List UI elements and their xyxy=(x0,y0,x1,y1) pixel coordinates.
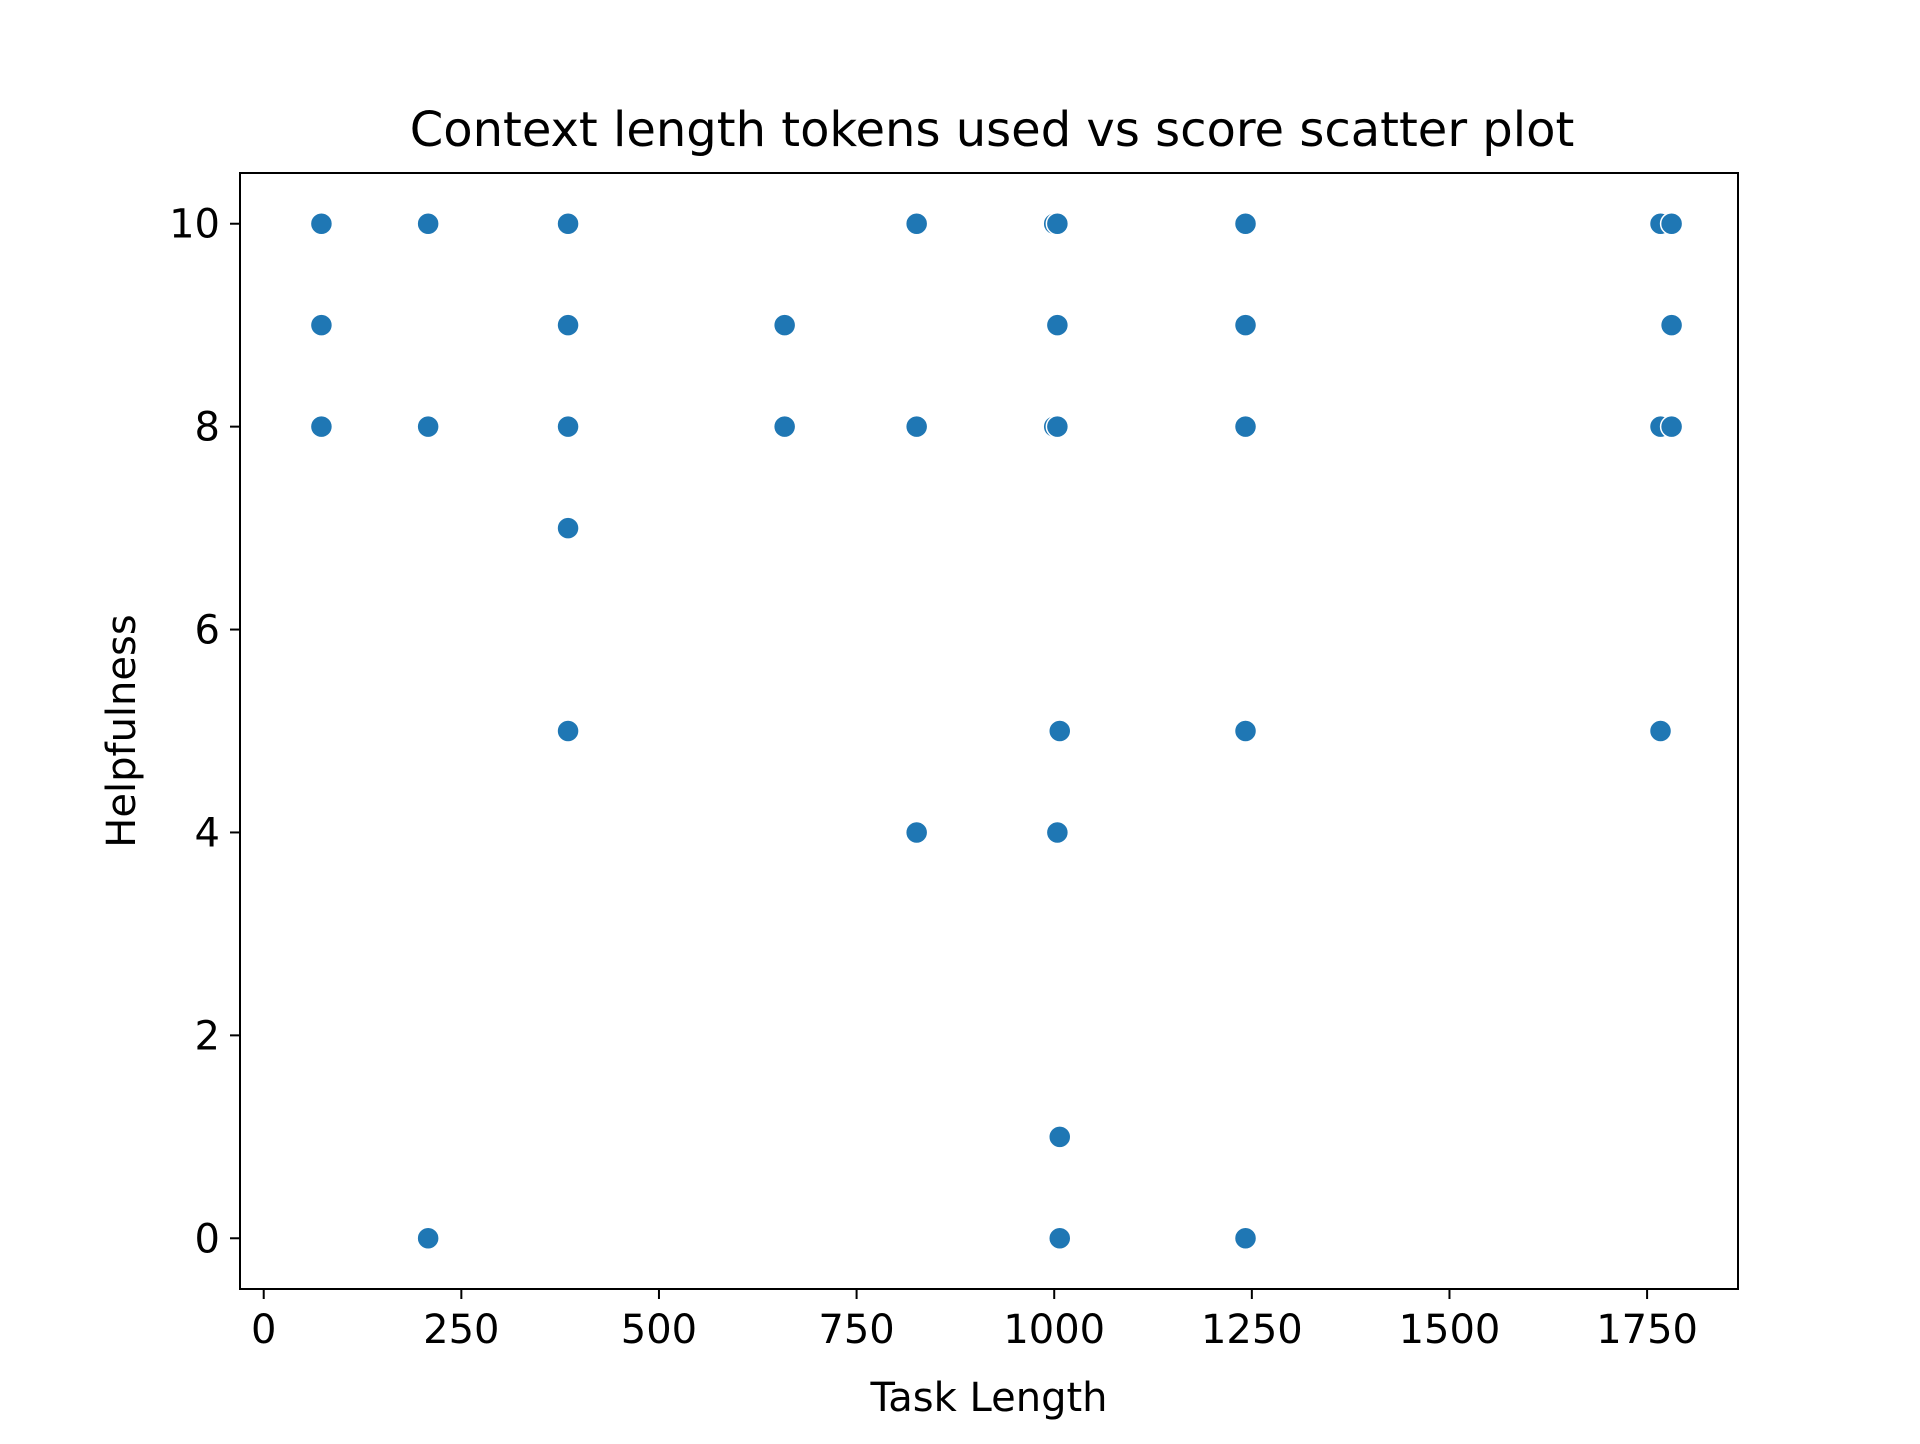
y-tick-label: 10 xyxy=(169,202,220,248)
x-tick-label: 1500 xyxy=(1399,1307,1501,1353)
data-point xyxy=(1047,1226,1072,1251)
x-tick-label: 1000 xyxy=(1003,1307,1105,1353)
data-point xyxy=(1233,313,1258,337)
x-axis-label: Task Length xyxy=(869,1375,1107,1421)
data-point xyxy=(1233,211,1258,236)
data-point xyxy=(772,313,797,337)
data-point xyxy=(309,414,334,439)
data-point xyxy=(904,211,929,236)
x-tick-label: 750 xyxy=(818,1307,894,1353)
data-point xyxy=(416,1226,440,1251)
data-point xyxy=(1648,719,1673,743)
data-point xyxy=(1659,313,1684,337)
data-point xyxy=(1045,414,1070,439)
points-layer xyxy=(309,211,1684,1251)
data-point xyxy=(416,211,440,236)
y-tick-label: 2 xyxy=(195,1013,220,1059)
data-point xyxy=(556,313,580,337)
data-point xyxy=(1045,820,1070,845)
data-point xyxy=(1045,313,1070,337)
data-point xyxy=(416,414,440,439)
data-point xyxy=(556,719,580,743)
data-point xyxy=(556,516,580,540)
y-tick-label: 8 xyxy=(195,405,220,451)
x-tick-label: 250 xyxy=(423,1307,499,1353)
data-point xyxy=(309,313,334,337)
data-point xyxy=(1045,211,1070,236)
data-point xyxy=(309,211,334,236)
x-tick-label: 0 xyxy=(251,1307,276,1353)
x-tick-label: 500 xyxy=(621,1307,697,1353)
data-point xyxy=(904,820,929,845)
data-point xyxy=(1233,719,1258,743)
y-axis: 0 2 4 6 8 10 xyxy=(169,202,240,1262)
plot-frame xyxy=(239,172,1739,1290)
data-point xyxy=(1233,414,1258,439)
x-axis: 0 250 500 750 1000 1250 1500 1750 xyxy=(251,1289,1698,1353)
y-tick-label: 4 xyxy=(195,810,220,856)
data-point xyxy=(1047,719,1072,743)
data-point xyxy=(556,414,580,439)
data-point xyxy=(556,211,580,236)
data-point xyxy=(1233,1226,1258,1251)
y-axis-label: Helpfulness xyxy=(99,614,145,847)
data-point xyxy=(772,414,797,439)
y-tick-label: 6 xyxy=(195,608,220,654)
y-tick-label: 0 xyxy=(195,1216,220,1262)
data-point xyxy=(904,414,929,439)
data-point xyxy=(1659,414,1684,439)
data-point xyxy=(1047,1125,1072,1149)
x-tick-label: 1750 xyxy=(1596,1307,1698,1353)
x-tick-label: 1250 xyxy=(1201,1307,1303,1353)
chart-title: Context length tokens used vs score scat… xyxy=(410,102,1575,158)
data-point xyxy=(1659,211,1684,236)
